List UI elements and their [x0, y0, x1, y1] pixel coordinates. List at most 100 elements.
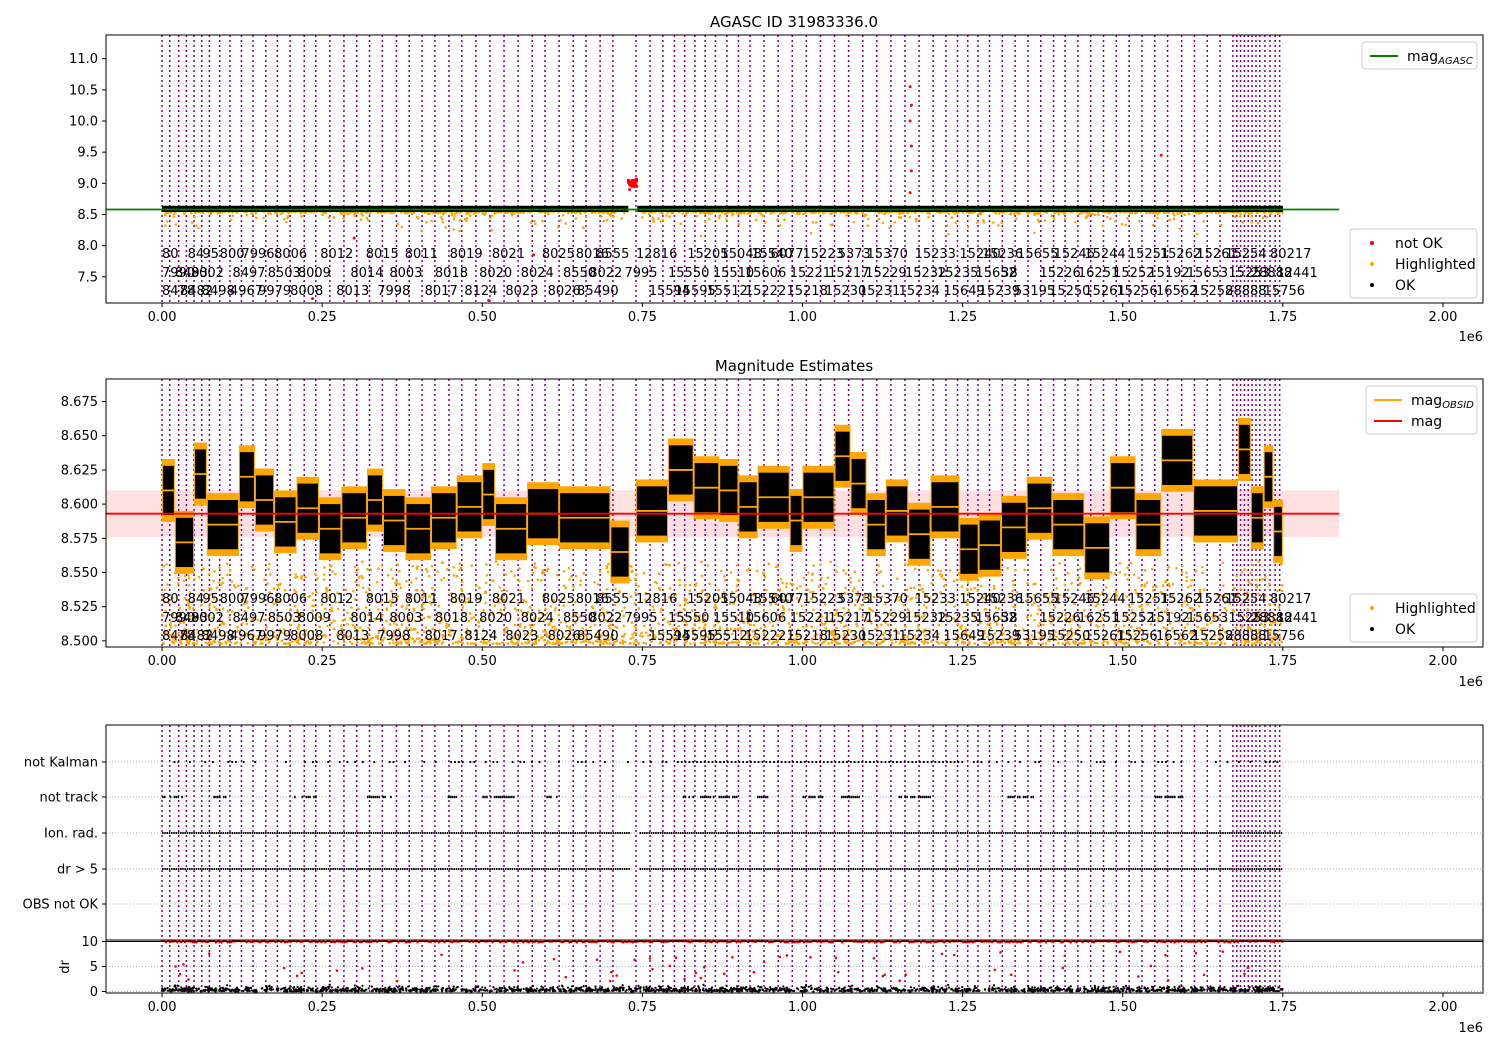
- p2-highlighted-scatter: [1170, 600, 1174, 603]
- p1-highlighted-point: [1043, 219, 1047, 222]
- p2-highlighted-scatter: [925, 594, 928, 597]
- p2-highlighted-scatter: [1037, 642, 1040, 645]
- p2-highlighted-scatter: [817, 615, 821, 619]
- p2-obsid-label-mid-28: 15653: [1187, 611, 1228, 626]
- p1-highlighted-point: [852, 220, 856, 224]
- p2-highlighted-scatter: [568, 626, 571, 629]
- p2-highlighted-scatter: [1263, 624, 1267, 628]
- p2-highlighted-scatter: [440, 578, 443, 582]
- p1-highlighted-point: [657, 217, 660, 220]
- p2-highlighted-scatter: [187, 574, 190, 577]
- p2-highlighted-scatter: [991, 639, 995, 643]
- p2-highlighted-scatter: [605, 610, 609, 614]
- p2-highlighted-scatter: [834, 629, 838, 632]
- p3-flag-mark: [486, 795, 488, 799]
- p2-highlighted-scatter: [633, 602, 636, 605]
- p3-flag-mark: [487, 832, 489, 834]
- p2-highlighted-scatter: [401, 634, 404, 638]
- p2-highlighted-scatter: [161, 596, 165, 600]
- p1-highlighted-point: [1052, 217, 1056, 220]
- p2-highlighted-scatter: [1228, 636, 1231, 639]
- p1-highlighted-point: [888, 226, 891, 230]
- p2-highlighted-scatter: [638, 634, 642, 638]
- p2-highlighted-scatter: [731, 601, 734, 604]
- p2-highlighted-scatter: [357, 576, 361, 579]
- p1-highlighted-point: [465, 216, 469, 220]
- p2-highlighted-scatter: [1160, 610, 1163, 614]
- p2-highlighted-scatter: [181, 633, 184, 637]
- p2-highlighted-scatter: [868, 618, 871, 622]
- p3-flag-mark: [177, 795, 180, 799]
- p2-ytick-label-3: 8.575: [61, 532, 98, 547]
- p2-highlighted-scatter: [1119, 640, 1123, 644]
- p1-obsid-label-bot-15: 15595: [674, 284, 715, 299]
- p2-highlighted-scatter: [280, 631, 283, 634]
- p2-highlighted-scatter: [504, 573, 508, 576]
- p3-flag-mark: [747, 832, 749, 834]
- p2-obsid-label-top-7: 8015: [366, 592, 399, 607]
- p1-obsid-label-top-19: 15223: [803, 247, 844, 262]
- p2-highlighted-scatter: [1188, 631, 1192, 635]
- p1-notok-cluster: [632, 182, 637, 186]
- p2-obsid-label-bot-27: 15256: [1116, 629, 1157, 644]
- p3-flag-mark: [1080, 761, 1083, 763]
- p2-xtick-label-6: 1.50: [1108, 654, 1137, 669]
- p2-highlighted-scatter: [1017, 639, 1020, 642]
- p2-highlighted-scatter: [734, 616, 738, 620]
- p2-highlighted-scatter: [228, 616, 231, 619]
- p3-flag-mark: [853, 761, 856, 763]
- p2-highlighted-scatter: [332, 619, 336, 623]
- p2-obsid-label-mid-21: 15235: [937, 611, 978, 626]
- p1-highlighted-point: [1085, 215, 1088, 218]
- p2-highlighted-scatter: [555, 574, 559, 577]
- p2-highlighted-scatter: [474, 642, 477, 645]
- p2-highlighted-scatter: [315, 641, 318, 645]
- p2-highlighted-scatter: [1049, 622, 1053, 625]
- p2-highlighted-scatter: [312, 604, 316, 608]
- p1-highlighted-point: [623, 211, 626, 215]
- p2-highlighted-scatter: [226, 609, 230, 613]
- p3-flag-mark: [830, 761, 833, 763]
- p3-flag-mark: [814, 832, 816, 834]
- p2-highlighted-scatter: [788, 632, 792, 636]
- p2-highlighted-scatter: [835, 626, 838, 630]
- p2-highlighted-scatter: [774, 602, 777, 606]
- p3-flag-mark: [451, 795, 454, 799]
- p2-highlighted-scatter: [1128, 605, 1132, 609]
- p2-highlighted-scatter: [1222, 584, 1225, 587]
- p2-highlighted-scatter: [1263, 620, 1267, 624]
- p3-flag-mark: [872, 761, 875, 763]
- p2-highlighted-scatter: [629, 637, 633, 640]
- p2-highlighted-scatter: [323, 607, 327, 611]
- p2-highlighted-scatter: [1133, 612, 1136, 616]
- p1-obsid-label-mid-26: 15252: [1113, 266, 1154, 281]
- p3-flag-mark: [883, 832, 886, 834]
- p2-highlighted-scatter: [752, 624, 756, 627]
- p2-highlighted-scatter: [884, 621, 888, 625]
- p2-highlighted-scatter: [757, 642, 761, 645]
- p2-highlighted-scatter: [593, 581, 596, 584]
- p3-flag-mark: [546, 795, 548, 799]
- p3-flag-mark: [688, 832, 691, 834]
- p2-highlighted-scatter: [1034, 582, 1037, 586]
- p2-highlighted-scatter: [532, 571, 535, 575]
- p1-obsid-label-top-30: 15261: [1196, 247, 1237, 262]
- p3-flag-mark: [1099, 761, 1102, 763]
- p1-notok-point-15: [532, 253, 536, 257]
- p3-flag-mark: [171, 832, 173, 834]
- p3-flag-mark: [679, 832, 682, 834]
- p1-highlighted-point: [681, 212, 685, 215]
- p1-highlighted-point: [425, 220, 428, 224]
- p1-obsid-label-bot-21: 15234: [899, 284, 940, 299]
- p2-highlighted-scatter: [537, 638, 541, 642]
- p2-highlighted-scatter: [465, 627, 469, 631]
- p3-flag-mark: [240, 832, 242, 834]
- p1-highlighted-point: [605, 218, 609, 222]
- p2-highlighted-scatter: [658, 586, 661, 590]
- p2-ytick-label-0: 8.500: [61, 634, 98, 649]
- p2-highlighted-scatter: [742, 621, 746, 625]
- p1-highlighted-point: [564, 222, 568, 225]
- p2-highlighted-scatter: [698, 595, 702, 598]
- p3-flag-mark: [774, 832, 776, 834]
- p1-highlighted-point: [353, 214, 356, 218]
